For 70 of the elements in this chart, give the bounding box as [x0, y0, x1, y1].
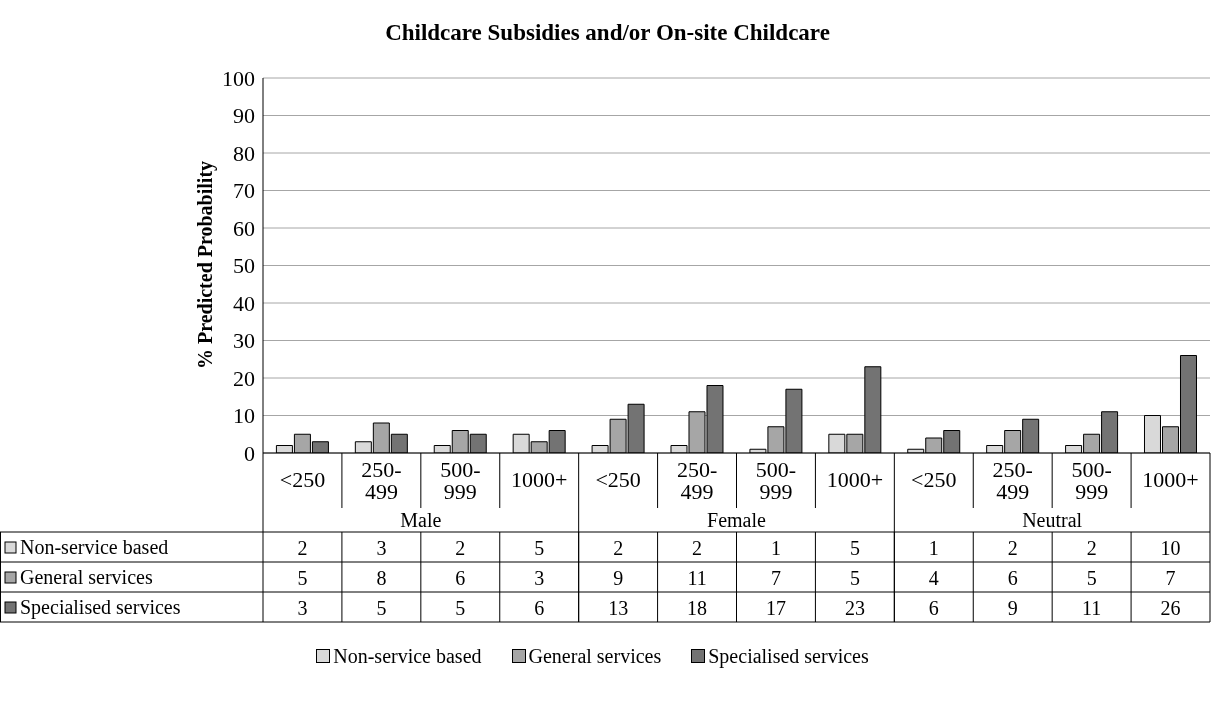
legend-label: Non-service based: [20, 536, 169, 558]
x-tick-label: 500-999: [440, 457, 481, 504]
data-label: 6: [455, 567, 466, 589]
x-tick-label: 250-499: [676, 457, 718, 504]
legend-label: Specialised services: [707, 645, 869, 667]
data-label: 7: [770, 567, 781, 589]
data-label: 5: [1086, 567, 1097, 589]
y-tick-label: 70: [233, 178, 255, 204]
data-label: 2: [297, 537, 308, 559]
y-tick-label: 50: [233, 253, 255, 279]
data-label: 18: [687, 597, 708, 619]
data-label: 6: [928, 597, 939, 619]
data-label: 1: [928, 537, 939, 559]
y-tick-label: 10: [233, 403, 255, 429]
data-label: 17: [765, 597, 786, 619]
x-tick-label: 1000+: [826, 467, 884, 492]
x-tick-label: 1000+: [1142, 467, 1199, 492]
chart-title: Childcare Subsidies and/or On-site Childcare: [384, 20, 831, 46]
data-label: 26: [1160, 597, 1181, 619]
x-tick-label: <250: [595, 467, 641, 492]
x-tick-label: 500-999: [1071, 457, 1112, 504]
text: Neutral: [1022, 509, 1083, 531]
data-label: 10: [1160, 537, 1181, 559]
data-label: 5: [849, 537, 860, 559]
y-tick-label: 0: [244, 440, 255, 466]
data-label: 11: [687, 567, 707, 589]
data-label: 7: [1165, 567, 1176, 589]
y-tick-label: 90: [233, 103, 255, 129]
data-label: 1: [770, 537, 781, 559]
y-tick-label: 20: [233, 365, 255, 391]
x-tick-label: 500-999: [755, 457, 797, 504]
data-label: 2: [692, 537, 703, 559]
x-tick-label: 250-499: [361, 457, 402, 504]
data-label: 5: [297, 567, 308, 589]
data-label: 2: [613, 537, 624, 559]
data-label: 23: [844, 597, 865, 619]
x-tick-label: 250-499: [992, 457, 1033, 504]
data-label: 9: [613, 567, 624, 589]
data-label: 9: [1007, 597, 1018, 619]
y-tick-label: 60: [233, 215, 255, 241]
y-tick-label: 40: [233, 290, 255, 316]
legend-label: General services: [20, 566, 153, 588]
data-label: 5: [849, 567, 860, 589]
data-label: 6: [534, 597, 545, 619]
text: Female: [707, 509, 767, 531]
data-label: 5: [455, 597, 466, 619]
text: Specialised services: [20, 596, 181, 618]
data-label: 3: [376, 537, 387, 559]
data-label: 2: [1086, 537, 1097, 559]
data-label: 13: [608, 597, 629, 619]
y-axis-title: % Predicted Probability: [193, 160, 217, 370]
text: Non-service based: [333, 645, 482, 667]
text: General services: [528, 645, 662, 667]
y-tick-label: 30: [233, 328, 255, 354]
x-tick-label: <250: [911, 467, 957, 492]
y-tick-label: 100: [222, 65, 255, 91]
x-tick-label: <250: [279, 467, 326, 492]
data-label: 3: [297, 597, 308, 619]
data-label: 6: [1007, 567, 1018, 589]
y-tick-label: 80: [233, 140, 255, 166]
data-label: 3: [534, 567, 545, 589]
data-label: 11: [1081, 597, 1102, 619]
data-label: 5: [534, 537, 545, 559]
data-label: 2: [1007, 537, 1018, 559]
data-label: 5: [376, 597, 387, 619]
text: Male: [400, 509, 442, 531]
data-label: 2: [455, 537, 466, 559]
data-label: 8: [376, 567, 387, 589]
x-tick-label: 1000+: [511, 467, 568, 492]
data-label: 4: [928, 567, 939, 589]
